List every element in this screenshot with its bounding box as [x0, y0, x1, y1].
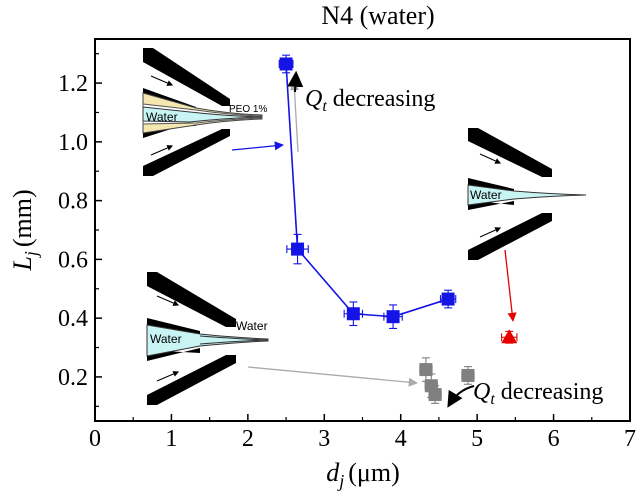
data-point	[419, 363, 433, 377]
nozzle-inset-peo: Water PEO 1%	[142, 48, 267, 176]
right-inset-pointer	[504, 249, 517, 322]
y-tick-label: 1.0	[58, 130, 88, 156]
series-2	[419, 357, 475, 404]
qt-lower-label: Qt decreasing	[473, 379, 603, 408]
water-inset-outer-label: Water	[236, 319, 268, 333]
y-tick-label: 0.8	[58, 189, 88, 215]
peo-inset-water-label: Water	[146, 110, 178, 124]
water-inset-pointer	[247, 366, 418, 387]
x-tick-label: 4	[395, 426, 407, 452]
data-point	[501, 329, 518, 344]
series-1	[501, 329, 518, 344]
x-tick-label: 0	[89, 426, 101, 452]
nozzle-inset-water-right: Water	[467, 128, 587, 260]
peo-inset-peo-label: PEO 1%	[229, 104, 267, 115]
y-axis-label: Lj(mm)	[8, 189, 41, 271]
x-tick-label: 7	[624, 426, 636, 452]
series-0	[278, 54, 457, 329]
water-inset-inner-label: Water	[150, 332, 182, 346]
right-inset-water-label: Water	[470, 188, 502, 202]
y-tick-label: 0.2	[58, 365, 88, 391]
data-point	[279, 57, 293, 71]
y-tick-label: 1.2	[58, 71, 88, 97]
x-tick-label: 6	[548, 426, 560, 452]
data-point	[441, 292, 455, 306]
x-axis-label: dj (μm)	[326, 458, 400, 491]
x-tick-label: 1	[165, 426, 177, 452]
peo-inset-pointer	[231, 141, 284, 151]
y-tick-label: 0.6	[58, 247, 88, 273]
qt-upper-label: Qt decreasing	[305, 86, 435, 115]
data-point	[428, 388, 442, 402]
x-axis-ticks: 0 1 2 3 4 5 6 7	[89, 414, 636, 452]
data-point	[291, 242, 305, 256]
x-tick-label: 2	[242, 426, 254, 452]
qt-lower-arrow	[447, 385, 475, 408]
y-tick-label: 0.4	[58, 306, 88, 332]
data-point	[346, 307, 360, 321]
x-tick-label: 3	[318, 426, 330, 452]
series-layer	[278, 54, 518, 404]
x-tick-label: 5	[471, 426, 483, 452]
nozzle-inset-water-left: Water Water	[146, 272, 269, 405]
y-axis-ticks: 0.2 0.4 0.6 0.8 1.0 1.2	[58, 53, 102, 407]
chart-title: N4 (water)	[321, 1, 434, 30]
data-point	[461, 368, 475, 382]
qt-upper-gray-arrow	[289, 81, 300, 153]
data-point	[386, 310, 400, 324]
qt-upper-arrow	[287, 70, 304, 93]
